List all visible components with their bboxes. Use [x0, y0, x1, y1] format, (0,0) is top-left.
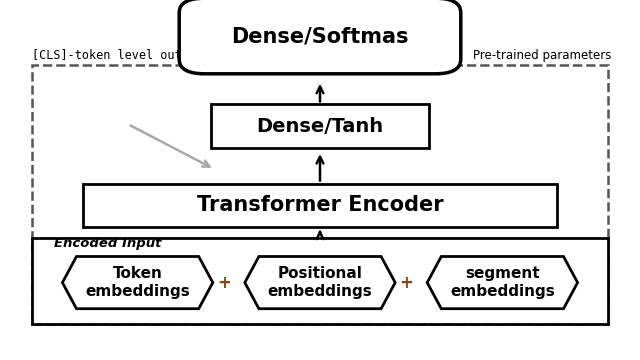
Text: Transformer Encoder: Transformer Encoder [196, 195, 444, 215]
Text: Positional
embeddings: Positional embeddings [268, 266, 372, 299]
Text: +: + [217, 274, 231, 292]
Polygon shape [245, 256, 395, 309]
Text: Encoded Input: Encoded Input [54, 237, 162, 249]
FancyBboxPatch shape [83, 184, 557, 227]
Text: Dense/Tanh: Dense/Tanh [257, 117, 383, 135]
Polygon shape [428, 256, 578, 309]
Text: Token
embeddings: Token embeddings [85, 266, 190, 299]
Polygon shape [63, 256, 212, 309]
FancyBboxPatch shape [179, 0, 461, 74]
Text: [CLS]-token level output: [CLS]-token level output [32, 49, 203, 62]
FancyBboxPatch shape [211, 104, 429, 148]
Text: Dense/Softmas: Dense/Softmas [231, 26, 409, 46]
Text: +: + [399, 274, 413, 292]
FancyBboxPatch shape [32, 238, 608, 324]
Text: segment
embeddings: segment embeddings [450, 266, 555, 299]
Text: Pre-trained parameters: Pre-trained parameters [473, 49, 611, 62]
